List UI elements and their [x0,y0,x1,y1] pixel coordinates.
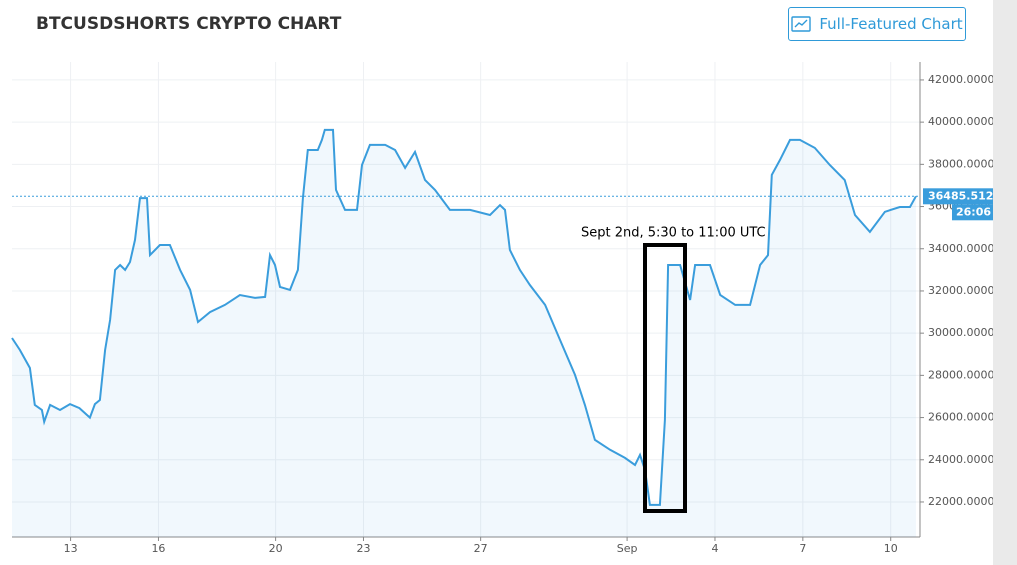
side-strip [993,0,1017,565]
x-tick-label: 4 [711,542,718,555]
y-tick-label: 24000.0000 [928,453,993,466]
x-tick-label: 23 [356,542,370,555]
chart: 22000.0000 24000.0000 26000.0000 28000.0000… [11,62,993,555]
chart-icon [791,16,812,32]
x-tick-label: Sep [617,542,638,555]
x-tick-label: 20 [269,542,283,555]
x-tick-label: 16 [151,542,165,555]
x-tick-label: 13 [64,542,78,555]
y-tick-label: 32000.0000 [928,284,993,297]
x-tick-label: 7 [799,542,806,555]
y-tick-label: 34000.0000 [928,242,993,255]
y-tick-label: 38000.0000 [928,157,993,170]
button-label: Full-Featured Chart [819,15,963,33]
x-tick-label: 10 [884,542,898,555]
title: BTCUSDSHORTS CRYPTO CHART [36,14,342,34]
last-price-box [923,188,993,205]
y-tick-label: 40000.0000 [928,115,993,128]
y-tick-label: 22000.0000 [928,495,993,508]
y-tick-label: 26000.0000 [928,411,993,424]
countdown-box [952,204,993,221]
price-line [11,128,917,506]
last-price-label: 36485.5121 [928,189,993,202]
x-tick-label: 27 [474,542,488,555]
highlight-box [643,243,687,513]
annotation: Sept 2nd, 5:30 to 11:00 UTC [581,226,766,241]
countdown-label: 26:06 [956,205,991,218]
plot-area [12,62,920,537]
y-tick-label: 42000.0000 [928,73,993,86]
full-chart-button[interactable]: Full-Featured Chart [788,7,966,41]
y-tick-label: 30000.0000 [928,326,993,339]
area [12,129,916,537]
y-tick-label: 28000.0000 [928,368,993,381]
